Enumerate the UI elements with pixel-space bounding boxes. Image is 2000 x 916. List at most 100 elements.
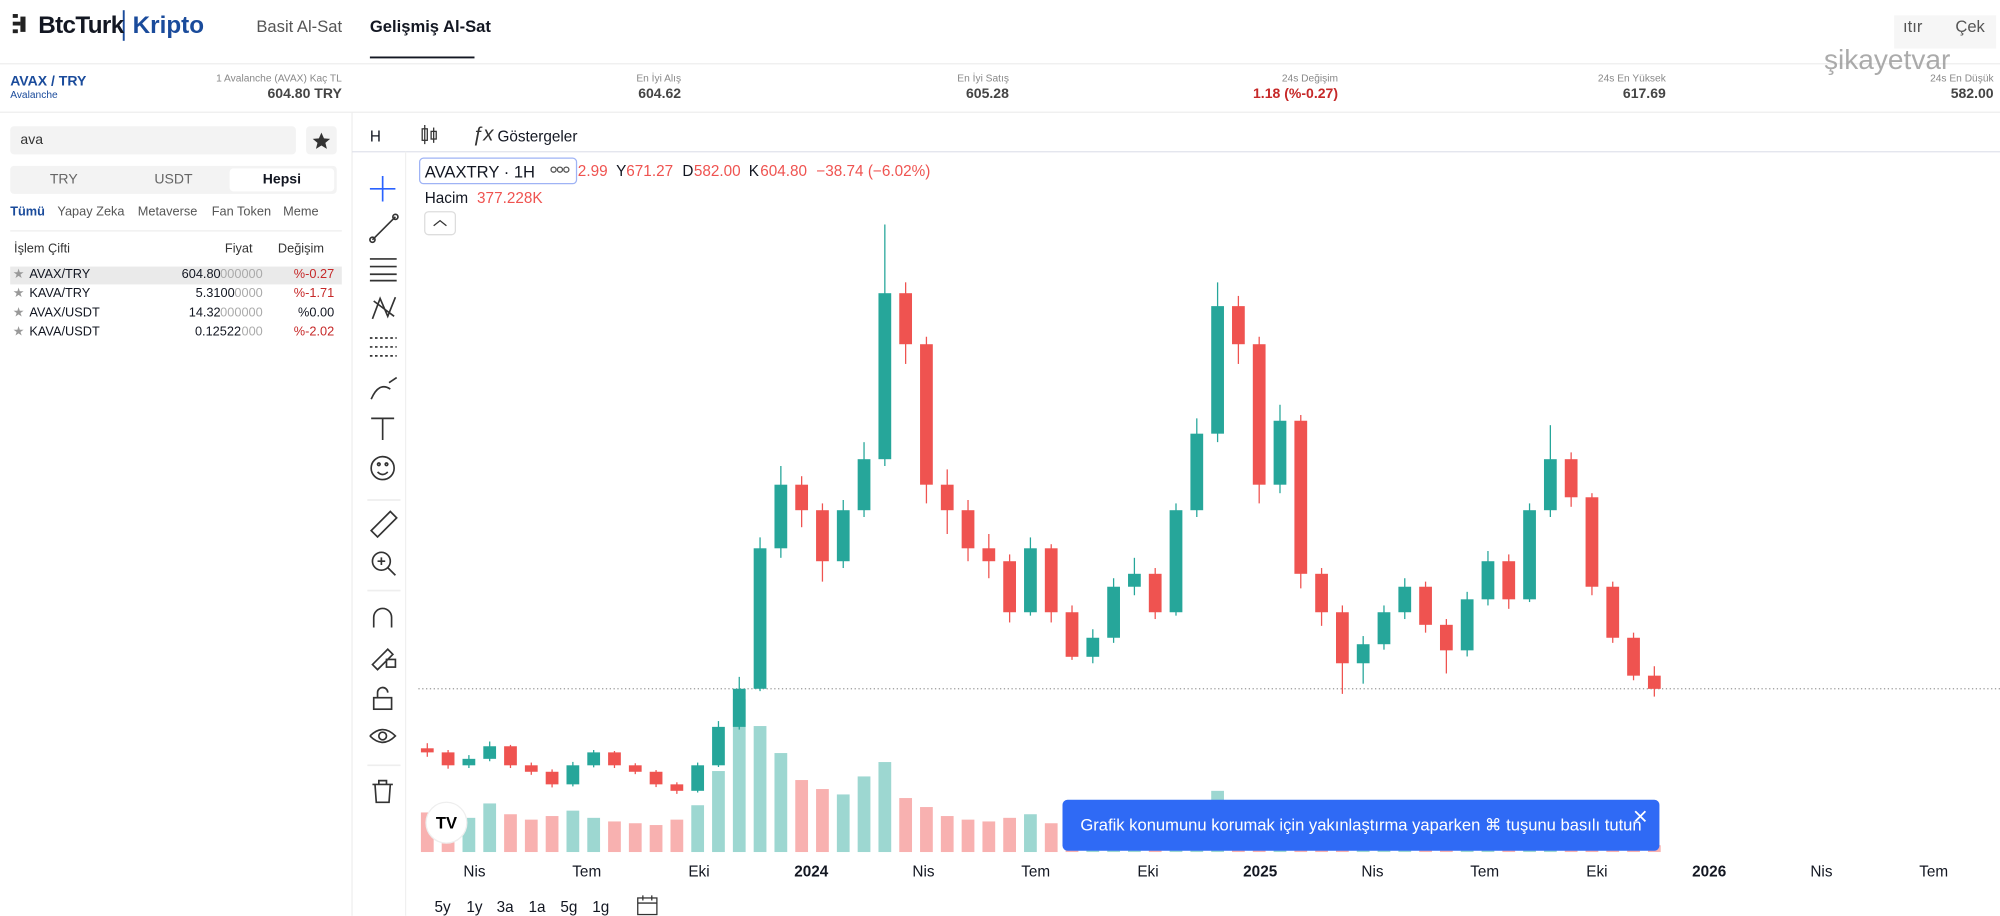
legend-volume-label: Hacim	[424, 188, 469, 207]
category[interactable]: Tümü	[10, 205, 45, 220]
plot	[420, 224, 1661, 853]
toast-text: Grafik konumunu korumak için yakınlaştır…	[1080, 815, 1642, 835]
candle-body	[1294, 420, 1308, 574]
x-tick-label: 2026	[1692, 862, 1727, 881]
tab[interactable]: USDT	[154, 172, 193, 188]
row-pair[interactable]: KAVA/TRY	[29, 286, 91, 302]
legend-change: −38.74 (−6.02%)	[816, 161, 931, 180]
rate: 604.80 TRY	[267, 86, 342, 103]
tab[interactable]: Hepsi	[262, 172, 302, 188]
interval[interactable]: H	[369, 127, 381, 146]
chevron-icon	[433, 219, 447, 227]
candle-body	[1398, 586, 1412, 613]
collapse-button[interactable]	[424, 211, 456, 236]
legend-high: 671.27	[626, 161, 674, 180]
range-button[interactable]: 3a	[496, 897, 514, 916]
symbol-box[interactable]	[419, 157, 578, 185]
row-price: 14.32	[188, 306, 221, 321]
row-pair[interactable]: AVAX/USDT	[29, 306, 100, 321]
candle-body	[1627, 637, 1640, 676]
row-change: %-0.27	[293, 267, 335, 282]
range-button[interactable]: 1y	[466, 897, 483, 916]
candle-body	[774, 484, 788, 549]
candle-body	[982, 548, 996, 562]
rate-label: 1 Avalanche (AVAX) Kaç TL	[216, 72, 342, 85]
candle-body	[816, 510, 829, 562]
x-tick-label: Tem	[1021, 862, 1051, 881]
row-price-pad: 0000	[234, 286, 263, 302]
drawing-tools	[367, 176, 401, 804]
category[interactable]: Yapay Zeka	[57, 205, 125, 220]
search-box[interactable]	[10, 126, 296, 155]
x-tick-label: Tem	[1470, 862, 1500, 881]
candle-body	[462, 758, 476, 766]
stat-value: 605.28	[965, 86, 1009, 103]
volume-bar	[774, 753, 788, 853]
action[interactable]: ıtır	[1903, 16, 1923, 36]
x-tick-label: Eki	[1586, 862, 1608, 881]
logo-icon	[12, 14, 26, 34]
row-price-pad: 000000	[220, 267, 263, 282]
x-tick-label: Tem	[1919, 862, 1949, 881]
candle-body	[857, 459, 871, 511]
range-button[interactable]: 5y	[434, 897, 451, 916]
range-button[interactable]: 1g	[592, 897, 610, 916]
indicators[interactable]: Göstergeler	[497, 127, 578, 146]
tv-logo: TV	[436, 813, 457, 832]
candle-body	[649, 771, 663, 785]
nav-link[interactable]: Basit Al-Sat	[256, 16, 343, 36]
row-pair[interactable]: KAVA/USDT	[29, 325, 100, 340]
candle-body	[1439, 624, 1453, 651]
volume-bar	[982, 821, 996, 853]
more-icon	[550, 166, 570, 173]
candle-body	[712, 726, 725, 766]
volume-bar	[795, 780, 809, 853]
row-price-pad: 000000	[220, 306, 263, 321]
x-tick-label: 2025	[1243, 862, 1278, 881]
row-star: ★	[12, 325, 25, 340]
x-tick-label: Tem	[572, 862, 602, 881]
tab-active[interactable]	[229, 168, 335, 192]
volume-bar	[753, 726, 767, 853]
stat-value: 617.69	[1622, 86, 1666, 103]
x-tick-label: Eki	[688, 862, 710, 881]
search-text[interactable]: ava	[20, 132, 44, 148]
candle-body	[1419, 586, 1432, 625]
category[interactable]: Meme	[283, 205, 319, 220]
category[interactable]: Fan Token	[211, 205, 272, 220]
row-pair[interactable]: AVAX/TRY	[29, 267, 91, 282]
volume-bar	[524, 819, 538, 853]
candle-body	[1606, 586, 1620, 638]
volume-bar	[628, 823, 642, 853]
candle-body	[483, 746, 497, 759]
nav-link[interactable]: Gelişmiş Al-Sat	[369, 16, 491, 36]
volume-bar	[1024, 814, 1037, 853]
toast-close[interactable]	[1634, 810, 1647, 823]
row-star: ★	[12, 306, 25, 321]
candle-type-icon	[421, 124, 437, 145]
range-button[interactable]: 5g	[560, 897, 578, 916]
candle-body	[524, 765, 538, 772]
tv-badge	[425, 801, 468, 844]
row-price: 0.12522	[194, 325, 242, 340]
tab[interactable]: TRY	[49, 172, 78, 188]
candle-body	[899, 293, 913, 345]
row-change: %-2.02	[293, 325, 335, 340]
candle-body	[691, 765, 705, 791]
volume-bar	[483, 803, 497, 853]
candle-body	[587, 752, 601, 766]
candle-body	[628, 765, 642, 772]
star-icon	[312, 132, 331, 149]
category[interactable]: Metaverse	[137, 205, 198, 220]
calendar-icon[interactable]	[637, 895, 658, 916]
candle-body	[1107, 586, 1120, 638]
volume-bar	[504, 814, 517, 853]
candle-body	[1564, 459, 1578, 498]
candle-body	[1232, 306, 1245, 345]
legend-symbol[interactable]: AVAXTRY · 1H	[424, 161, 536, 182]
column: Değişim	[277, 242, 324, 257]
legend-key: D	[682, 161, 694, 180]
action[interactable]: Çek	[1955, 16, 1985, 36]
candle-body	[441, 752, 455, 766]
range-button[interactable]: 1a	[528, 897, 546, 916]
